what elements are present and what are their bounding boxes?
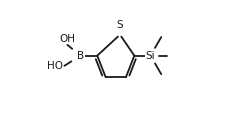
Text: Si: Si: [146, 51, 155, 61]
Text: S: S: [117, 20, 123, 30]
Text: B: B: [77, 51, 84, 61]
Text: OH: OH: [59, 34, 75, 44]
Text: HO: HO: [47, 61, 63, 71]
